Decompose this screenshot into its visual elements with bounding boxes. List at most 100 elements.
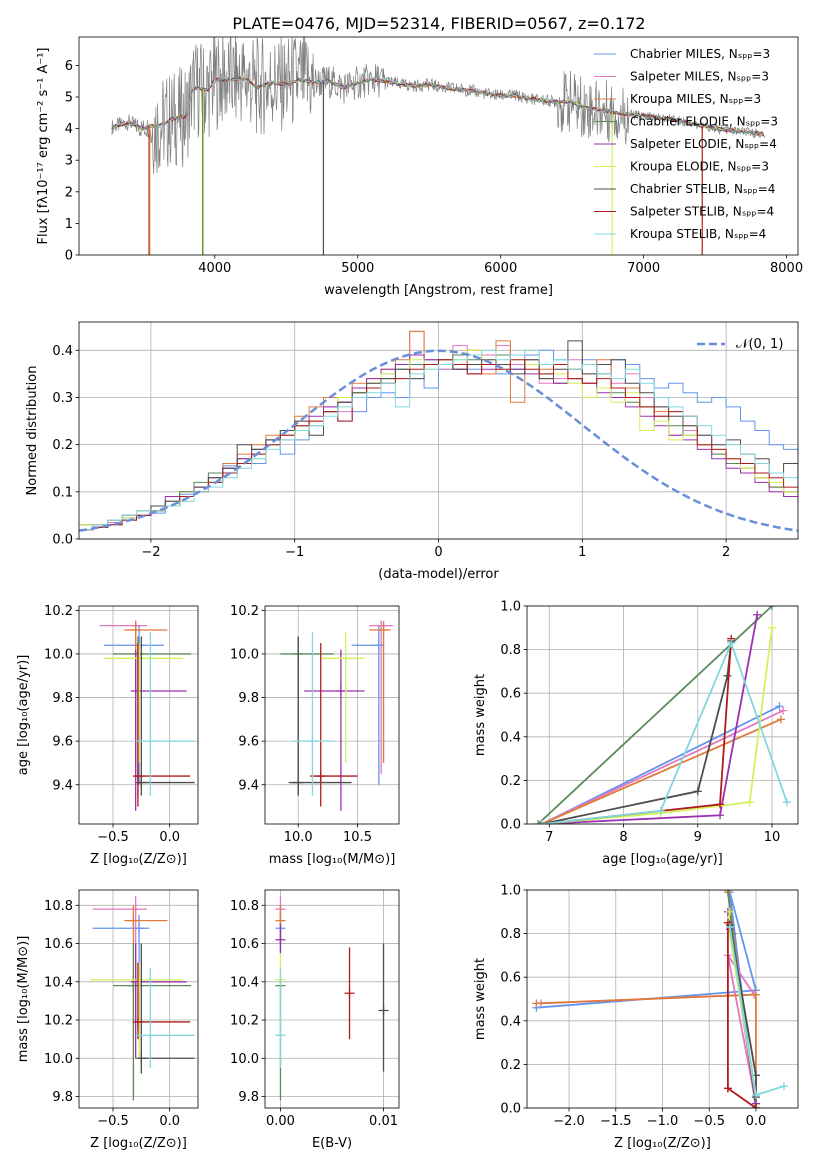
- data-point-marker: [768, 623, 777, 632]
- y-tick-label: 9.4: [238, 778, 259, 793]
- data-point-marker: [376, 620, 387, 631]
- data-point-marker: [315, 771, 326, 782]
- y-tick-label: 10.2: [230, 604, 259, 619]
- x-axis-label: Z [log₁₀(Z/Z⊙)]: [90, 852, 187, 867]
- axes-frame: [264, 605, 400, 825]
- data-point-marker: [768, 606, 777, 610]
- plot-area: [99, 620, 195, 811]
- x-tick-label: −2.0: [553, 1114, 585, 1129]
- y-tick-label: 10.4: [44, 975, 73, 990]
- x-axis-label: Z [log₁₀(Z/Z⊙)]: [614, 1136, 711, 1151]
- x-tick-label: 6000: [484, 261, 517, 276]
- y-axis-label: Flux [fλ10⁻¹⁷ erg cm⁻² s⁻¹ A⁻¹]: [36, 48, 51, 245]
- y-tick-label: 9.8: [52, 691, 73, 706]
- x-tick-label: 0.0: [159, 830, 180, 845]
- x-tick-label: 0.0: [159, 1114, 180, 1129]
- y-tick-label: 0.3: [52, 391, 73, 406]
- data-point-marker: [782, 798, 791, 807]
- residuals-panel: −2 −1 0 1 2 0.0 0.1 0.2 0.3 0.4 (data-model)/error…: [25, 321, 799, 582]
- x-tick-label: 5000: [341, 261, 374, 276]
- y-axis-label: mass weight: [473, 958, 488, 1040]
- data-point-marker: [145, 736, 156, 747]
- x-axis-label: age [log₁₀(age/yr)]: [602, 852, 723, 867]
- legend-label: Kroupa ELODIE, Nₛₚₚ=3: [630, 160, 769, 174]
- y-axis-label: age [log₁₀(age/yr)]: [16, 655, 31, 776]
- y-tick-label: 3: [65, 154, 73, 169]
- y-tick-label: 0.2: [52, 438, 73, 453]
- data-point-marker: [532, 999, 541, 1008]
- y-tick-label: 9.8: [238, 1090, 259, 1105]
- y-tick-label: 0.1: [52, 485, 73, 500]
- y-tick-label: 10.2: [44, 1014, 73, 1029]
- y-tick-label: 10.2: [44, 604, 73, 619]
- y-tick-label: 10.0: [44, 1052, 73, 1067]
- mass-weight-series-line: [541, 640, 788, 824]
- axes-frame: [78, 605, 199, 825]
- plot-area: [280, 620, 394, 811]
- y-tick-label: 10.0: [230, 647, 259, 662]
- residual-histogram-step: [79, 330, 798, 531]
- legend-label: Salpeter MILES, Nₛₚₚ=3: [630, 70, 769, 84]
- data-point-marker: [723, 918, 732, 927]
- data-point-marker: [307, 736, 318, 747]
- mass-vs-metallicity-panel: −0.5 0.0 9.8 10.0 10.2 10.4 10.6 10.8 Z [log₁₀(Z…: [16, 889, 199, 1151]
- data-point-marker: [656, 806, 665, 815]
- x-tick-label: 10: [764, 830, 781, 845]
- mass-weight-series-line: [541, 705, 780, 824]
- x-tick-label: 8000: [770, 261, 803, 276]
- data-point-marker: [275, 1030, 286, 1041]
- x-axis-label: wavelength [Angstrom, rest frame]: [324, 283, 553, 298]
- y-tick-label: 10.0: [44, 647, 73, 662]
- x-tick-label: −0.5: [97, 1114, 129, 1129]
- x-tick-label: −0.5: [693, 1114, 725, 1129]
- x-tick-label: 10.0: [284, 830, 313, 845]
- x-tick-label: 7: [545, 830, 553, 845]
- x-tick-label: 4000: [198, 261, 231, 276]
- y-tick-label: 6: [65, 59, 73, 74]
- x-tick-label: 0.0: [746, 1114, 767, 1129]
- data-point-marker: [145, 1030, 156, 1041]
- y-tick-label: 10.4: [230, 975, 259, 990]
- y-tick-label: 0.4: [500, 730, 521, 745]
- y-tick-label: 0.4: [52, 344, 73, 359]
- legend-label: Chabrier STELIB, Nₛₚₚ=4: [630, 182, 775, 196]
- axes-frame: [264, 889, 400, 1109]
- y-tick-label: 9.6: [52, 735, 73, 750]
- plot-area: [111, 37, 766, 255]
- y-tick-label: 0.2: [500, 774, 521, 789]
- y-tick-label: 9.8: [52, 1090, 73, 1105]
- data-point-marker: [293, 777, 304, 788]
- data-point-marker: [751, 1090, 760, 1099]
- mass-weight-series-line: [541, 718, 782, 824]
- plot-area: [534, 606, 791, 824]
- y-tick-label: 10.8: [44, 899, 73, 914]
- data-point-marker: [776, 715, 785, 724]
- age-vs-metallicity-panel: −0.5 0.0 9.4 9.6 9.8 10.0 10.2 Z [log₁₀(Z/Z⊙)] a…: [16, 604, 199, 867]
- x-tick-label: 0: [434, 545, 442, 560]
- data-point-marker: [723, 671, 732, 680]
- data-point-marker: [130, 904, 141, 915]
- data-point-marker: [132, 771, 143, 782]
- mass-weight-series-line: [540, 954, 757, 1104]
- legend-label: Salpeter STELIB, Nₛₚₚ=4: [630, 205, 774, 219]
- axes-frame: [526, 605, 799, 825]
- legend-label: 𝒩(0, 1): [736, 337, 783, 352]
- data-point-marker: [335, 686, 346, 697]
- y-tick-label: 0.6: [500, 687, 521, 702]
- y-tick-label: 0.0: [500, 1102, 521, 1117]
- y-axis-label: Normed distribution: [25, 366, 40, 496]
- data-point-marker: [716, 800, 725, 809]
- y-tick-label: 5: [65, 91, 73, 106]
- plot-area: [275, 895, 389, 1101]
- data-point-marker: [723, 1084, 732, 1093]
- x-tick-label: 1: [578, 545, 586, 560]
- y-tick-label: 9.8: [238, 691, 259, 706]
- data-point-marker: [725, 923, 734, 932]
- data-point-marker: [130, 624, 141, 635]
- data-point-marker: [725, 907, 734, 916]
- figure-title: PLATE=0476, MJD=52314, FIBERID=0567, z=0…: [232, 14, 645, 33]
- x-tick-label: 9: [694, 830, 702, 845]
- data-point-marker: [373, 640, 384, 651]
- mass-vs-ebv-panel: 0.00 0.01 9.8 10.0 10.2 10.4 10.6 10.8 E(B-V): [230, 889, 400, 1151]
- x-axis-label: Z [log₁₀(Z/Z⊙)]: [90, 1136, 187, 1151]
